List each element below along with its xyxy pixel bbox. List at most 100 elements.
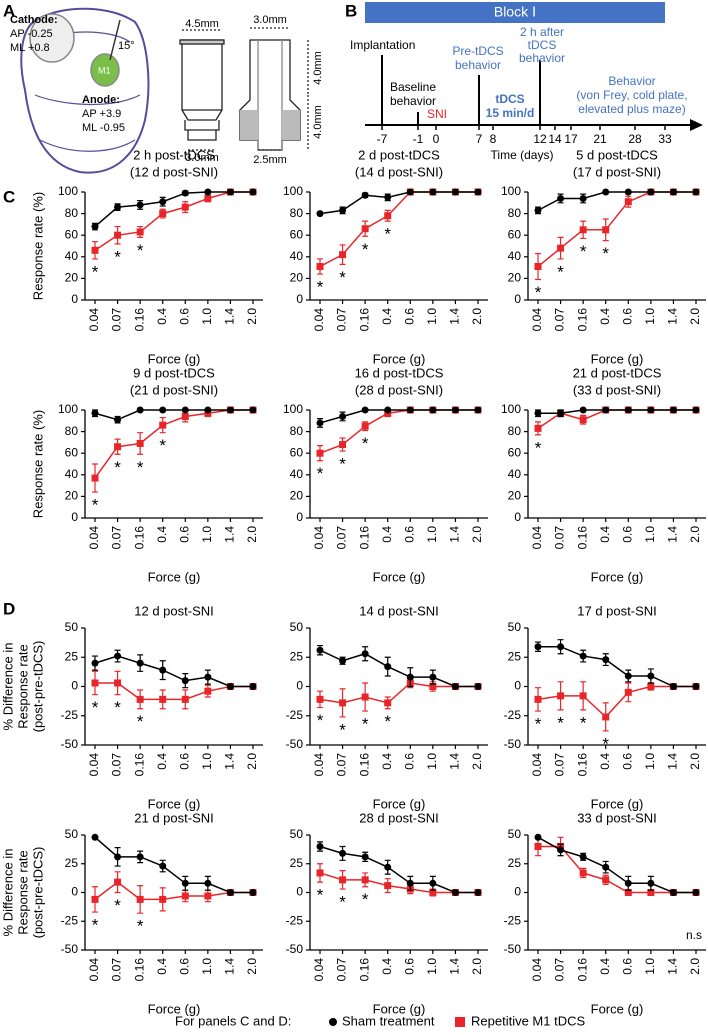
x-tick-label: 0.16 bbox=[132, 753, 146, 777]
data-marker bbox=[204, 188, 212, 196]
data-marker bbox=[534, 833, 542, 841]
data-marker bbox=[429, 879, 437, 887]
x-tick-label: 2.0 bbox=[245, 958, 259, 975]
chart-title: 2 d post-tDCS bbox=[358, 147, 440, 162]
y-tick-label: 100 bbox=[501, 184, 521, 198]
y-tick-label: -25 bbox=[504, 913, 522, 927]
significance-mark: * bbox=[557, 262, 564, 281]
x-tick-label: 1.0 bbox=[425, 526, 439, 543]
data-marker bbox=[226, 683, 234, 690]
x-tick-label: 0.4 bbox=[155, 308, 169, 325]
data-marker bbox=[136, 659, 144, 667]
data-marker bbox=[226, 406, 234, 414]
chart-title: 21 d post-SNI bbox=[134, 810, 214, 825]
series-line bbox=[538, 645, 696, 688]
annotation: n.s bbox=[686, 928, 702, 942]
y-tick-label: -50 bbox=[504, 737, 522, 751]
data-marker bbox=[181, 879, 189, 887]
x-tick-label: 1.4 bbox=[223, 526, 237, 543]
x-tick-label: 1.4 bbox=[223, 753, 237, 770]
data-marker bbox=[579, 869, 587, 877]
x-tick-label: 0.16 bbox=[575, 958, 589, 982]
y-tick-label: 40 bbox=[508, 467, 522, 481]
data-marker bbox=[624, 198, 632, 206]
x-tick-label: 0.04 bbox=[87, 753, 101, 777]
y-tick-label: 80 bbox=[65, 424, 79, 438]
x-tick-label: 0.07 bbox=[335, 308, 349, 332]
series-line bbox=[94, 655, 253, 688]
x-tick-label: 0.04 bbox=[87, 958, 101, 982]
data-marker bbox=[647, 672, 655, 680]
data-marker bbox=[692, 683, 700, 690]
panel-label: D bbox=[3, 599, 15, 618]
x-tick-label: 0.6 bbox=[402, 308, 416, 325]
dimension: 4.0mm bbox=[312, 105, 324, 139]
data-marker bbox=[204, 406, 212, 414]
event-label: elevated plus maze) bbox=[578, 102, 685, 116]
data-marker bbox=[249, 889, 257, 896]
region-label: M1 bbox=[98, 65, 111, 75]
y-tick-label: 0 bbox=[514, 885, 521, 899]
x-tick-label: 1.4 bbox=[448, 526, 462, 543]
angle-label: 15° bbox=[118, 40, 135, 52]
data-marker bbox=[534, 206, 542, 214]
y-tick-label: 0 bbox=[514, 292, 521, 306]
significance-mark: * bbox=[317, 464, 324, 483]
x-axis-label: Force (g) bbox=[148, 569, 201, 584]
chart-subtitle: (12 d post-SNI) bbox=[130, 164, 218, 179]
data-marker bbox=[602, 656, 610, 664]
y-tick-label: -50 bbox=[61, 737, 79, 751]
y-tick-label: -25 bbox=[286, 708, 304, 722]
data-marker bbox=[159, 198, 167, 206]
y-tick-label: -50 bbox=[61, 942, 79, 956]
y-tick-label: 0 bbox=[514, 510, 521, 524]
data-marker bbox=[204, 194, 212, 202]
dimension: 4.5mm bbox=[185, 18, 219, 30]
data-marker bbox=[136, 853, 144, 861]
legend-title: For panels C and D: bbox=[175, 1013, 291, 1028]
data-marker bbox=[361, 225, 369, 233]
significance-mark: * bbox=[317, 278, 324, 297]
data-marker bbox=[557, 244, 565, 252]
data-marker bbox=[647, 406, 655, 414]
series-line bbox=[94, 191, 253, 251]
data-marker bbox=[316, 449, 324, 457]
y-tick-label: 0 bbox=[514, 679, 521, 693]
x-tick-label: 0.04 bbox=[312, 958, 326, 982]
data-marker bbox=[316, 869, 324, 877]
timeline-tick-label: 17 bbox=[564, 132, 578, 146]
data-marker bbox=[406, 188, 414, 196]
data-marker bbox=[534, 695, 542, 703]
x-tick-label: 0.04 bbox=[312, 526, 326, 550]
data-marker bbox=[669, 406, 677, 414]
data-marker bbox=[647, 889, 655, 896]
y-axis-label: Response rate bbox=[15, 850, 30, 935]
anode-ml: ML -0.95 bbox=[82, 122, 125, 134]
data-marker bbox=[602, 713, 610, 721]
data-marker bbox=[669, 683, 677, 690]
y-tick-label: 0 bbox=[71, 885, 78, 899]
x-tick-label: 0.4 bbox=[380, 526, 394, 543]
data-marker bbox=[339, 251, 347, 259]
x-tick-label: 0.04 bbox=[530, 308, 544, 332]
x-tick-label: 2.0 bbox=[470, 526, 484, 543]
significance-mark: * bbox=[339, 455, 346, 474]
y-tick-label: 50 bbox=[290, 620, 304, 634]
data-marker bbox=[204, 673, 212, 681]
series-line bbox=[94, 191, 253, 228]
y-axis-label: % Difference in bbox=[0, 849, 15, 937]
data-marker bbox=[624, 889, 632, 896]
significance-mark: * bbox=[384, 225, 391, 244]
data-marker bbox=[339, 849, 347, 857]
y-tick-label: 100 bbox=[58, 402, 78, 416]
data-marker bbox=[557, 409, 565, 417]
significance-mark: * bbox=[362, 240, 369, 259]
x-tick-label: 0.07 bbox=[553, 526, 567, 550]
y-tick-label: 80 bbox=[290, 424, 304, 438]
y-tick-label: 50 bbox=[65, 827, 79, 841]
panel-label: C bbox=[3, 187, 15, 206]
y-tick-label: 80 bbox=[65, 206, 79, 220]
x-tick-label: 0.6 bbox=[177, 526, 191, 543]
data-marker bbox=[429, 406, 437, 414]
